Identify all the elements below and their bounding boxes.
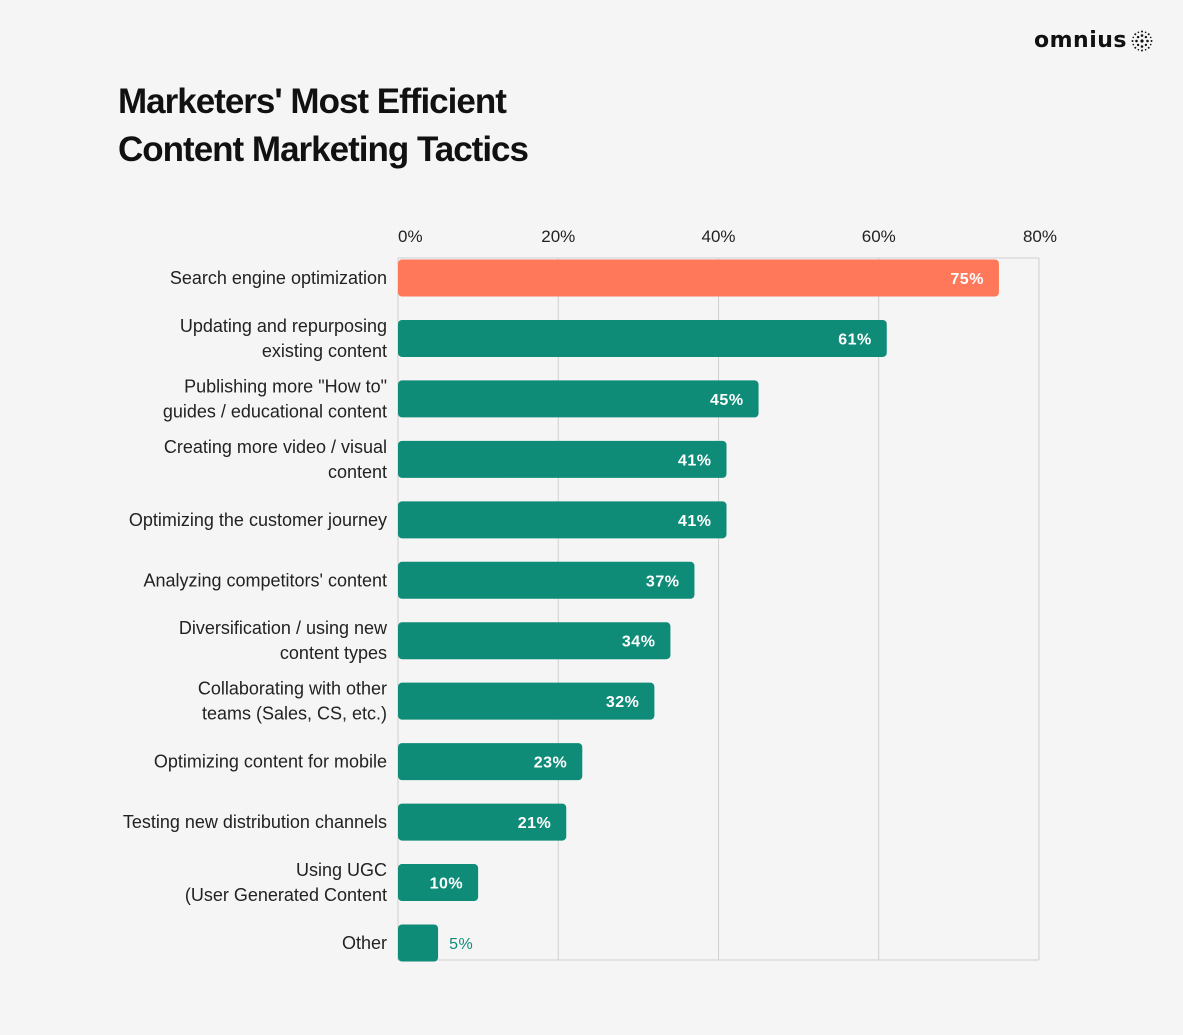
bar-value-label: 41% <box>678 513 712 530</box>
bar <box>398 440 727 478</box>
category-label: Using UGC (User Generated Content <box>185 860 387 905</box>
category-label-line: Collaborating with other <box>198 679 387 699</box>
category-label-line: Diversification / using new <box>179 618 388 638</box>
sunburst-dots-icon <box>1131 30 1153 51</box>
x-tick-label: 80% <box>1023 227 1057 246</box>
category-label-line: Search engine optimization <box>170 268 387 288</box>
category-label: Creating more video / visual content <box>164 437 387 482</box>
category-label-line: Optimizing the customer journey <box>129 510 387 530</box>
x-tick-label: 0% <box>398 227 423 246</box>
category-label: Testing new distribution channels <box>123 812 387 832</box>
category-label: Optimizing the customer journey <box>129 510 387 530</box>
x-tick-label: 60% <box>862 227 896 246</box>
category-label: Analyzing competitors' content <box>143 570 387 590</box>
category-label-line: guides / educational content <box>163 401 387 421</box>
category-label-line: Optimizing content for mobile <box>154 752 387 772</box>
category-label: Search engine optimization <box>170 268 387 288</box>
category-label: Collaborating with other teams (Sales, CS… <box>198 679 387 724</box>
brand-logo: omnius <box>1034 28 1153 53</box>
category-label-line: Using UGC <box>296 860 387 880</box>
chart-title-line-2: Content Marketing Tactics <box>118 130 529 169</box>
bar-value-label: 45% <box>710 392 744 409</box>
bar <box>398 259 999 297</box>
category-label-line: Updating and repurposing <box>180 316 387 336</box>
bar <box>398 864 479 902</box>
bar-value-label: 41% <box>678 452 712 469</box>
bar <box>398 803 567 841</box>
chart-title: Marketers' Most Efficient Content Market… <box>118 78 529 174</box>
x-tick-label: 40% <box>701 227 735 246</box>
bar-value-label: 5% <box>449 936 473 953</box>
category-label-line: content types <box>280 643 387 663</box>
bar <box>398 622 671 660</box>
x-tick-label: 20% <box>541 227 575 246</box>
bar-value-label: 61% <box>838 331 872 348</box>
brand-name: omnius <box>1034 28 1127 53</box>
category-label: Diversification / using new content types <box>179 618 388 663</box>
bar <box>398 501 727 539</box>
category-label-line: (User Generated Content <box>185 885 387 905</box>
bar-value-label: 23% <box>534 755 568 772</box>
bar-value-label: 21% <box>518 815 552 832</box>
bar-value-label: 10% <box>430 876 464 893</box>
bar <box>398 743 583 781</box>
category-label-line: Publishing more "How to" <box>184 376 387 396</box>
category-label-line: Creating more video / visual <box>164 437 387 457</box>
bar-value-label: 34% <box>622 634 656 651</box>
category-label-line: teams (Sales, CS, etc.) <box>202 704 387 724</box>
category-label: Publishing more "How to" guides / educati… <box>163 376 387 421</box>
category-label-line: Other <box>342 933 387 953</box>
bar <box>398 561 695 599</box>
bar-value-label: 37% <box>646 573 680 590</box>
category-label: Optimizing content for mobile <box>154 752 387 772</box>
bar-value-label: 75% <box>950 271 984 288</box>
bar <box>398 924 439 962</box>
bar <box>398 380 759 418</box>
category-label-line: content <box>328 462 387 482</box>
category-label-line: Testing new distribution channels <box>123 812 387 832</box>
bar <box>398 319 887 357</box>
bar <box>398 682 655 720</box>
category-label: Other <box>342 933 387 953</box>
category-label-line: Analyzing competitors' content <box>143 570 387 590</box>
chart-title-line-1: Marketers' Most Efficient <box>118 82 507 121</box>
category-label-line: existing content <box>262 341 387 361</box>
bar-value-label: 32% <box>606 694 640 711</box>
category-label: Updating and repurposing existing content <box>180 316 387 361</box>
